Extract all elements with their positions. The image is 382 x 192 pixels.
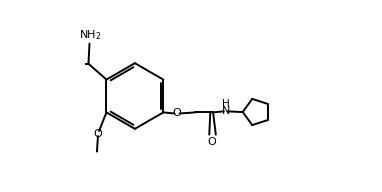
Text: H: H [222, 99, 230, 109]
Text: NH$_2$: NH$_2$ [79, 28, 102, 42]
Text: O: O [94, 129, 102, 139]
Text: O: O [173, 108, 181, 118]
Text: N: N [222, 106, 230, 116]
Text: O: O [208, 137, 216, 147]
